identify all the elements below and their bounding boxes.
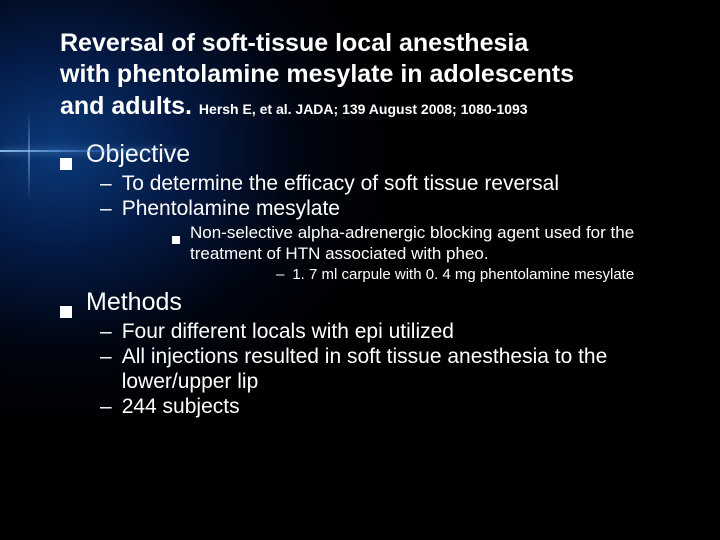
methods-item-1: Four different locals with epi utilized — [122, 319, 454, 344]
objective-item-1: To determine the efficacy of soft tissue… — [122, 171, 559, 196]
title-line2: with phentolamine mesylate in adolescent… — [60, 60, 574, 88]
square-bullet-icon — [60, 306, 72, 318]
title-citation: Hersh E, et al. JADA; 139 August 2008; 1… — [199, 101, 528, 117]
objective-detail: 1. 7 ml carpule with 0. 4 mg phentolamin… — [292, 266, 634, 284]
objective-heading: Objective — [86, 140, 190, 169]
list-item: – All injections resulted in soft tissue… — [100, 344, 680, 394]
objective-sub: Non-selective alpha-adrenergic blocking … — [190, 223, 680, 264]
title-line3: and adults. — [60, 92, 192, 120]
section-methods: Methods — [60, 288, 680, 317]
section-objective: Objective — [60, 140, 680, 169]
methods-item-3: 244 subjects — [122, 394, 240, 419]
list-item: – 244 subjects — [100, 394, 680, 419]
dash-bullet-icon: – — [100, 395, 112, 419]
title-line1: Reversal of soft-tissue local anesthesia — [60, 29, 528, 57]
slide-title: Reversal of soft-tissue local anesthesia… — [60, 28, 680, 122]
list-item: Non-selective alpha-adrenergic blocking … — [172, 223, 680, 264]
lens-flare-vertical — [28, 110, 30, 200]
list-item: – Phentolamine mesylate — [100, 196, 680, 221]
list-item: – 1. 7 ml carpule with 0. 4 mg phentolam… — [276, 266, 680, 284]
methods-item-2: All injections resulted in soft tissue a… — [122, 344, 680, 394]
square-bullet-icon — [172, 236, 180, 244]
list-item: – To determine the efficacy of soft tiss… — [100, 171, 680, 196]
methods-heading: Methods — [86, 288, 182, 317]
dash-bullet-icon: – — [100, 172, 112, 196]
list-item: – Four different locals with epi utilize… — [100, 319, 680, 344]
dash-bullet-icon: – — [276, 266, 284, 283]
objective-item-2: Phentolamine mesylate — [122, 196, 340, 221]
square-bullet-icon — [60, 158, 72, 170]
dash-bullet-icon: – — [100, 197, 112, 221]
dash-bullet-icon: – — [100, 345, 112, 369]
dash-bullet-icon: – — [100, 320, 112, 344]
